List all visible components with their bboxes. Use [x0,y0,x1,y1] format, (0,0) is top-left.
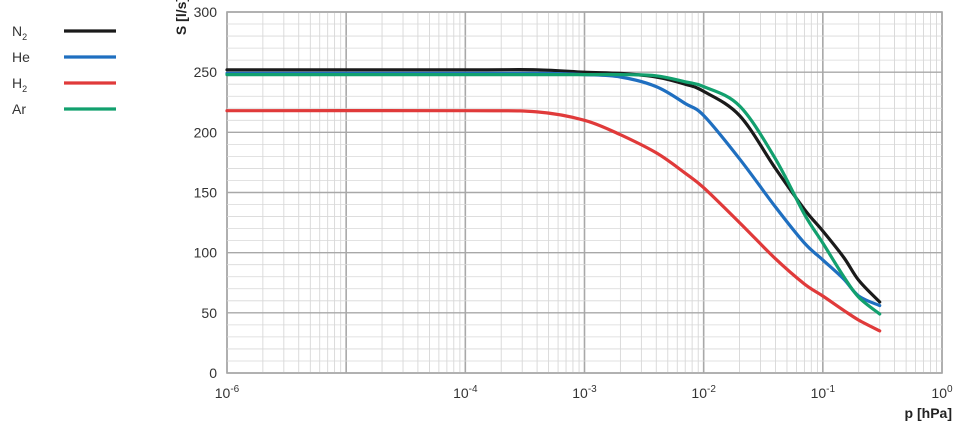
series-line-n2 [225,68,882,304]
y-tick-label: 50 [201,305,217,321]
y-tick-label: 0 [209,365,217,381]
legend: N2 He H2 Ar [12,23,116,117]
y-axis-label: S [l/s] [173,0,189,35]
series-line-ar [225,72,882,316]
tick-labels: 0 50 100 150 200 250 300 10-6 10-4 10-3 10-2 10-1 10… [194,4,953,401]
y-tick-label: 250 [194,64,218,80]
x-tick-label: 10-4 [453,384,478,401]
legend-label-ar: Ar [12,101,26,117]
x-tick-label: 10-3 [572,384,597,401]
x-tick-label: 10-1 [811,384,836,401]
series-lines [225,68,882,333]
x-tick-label: 10-6 [215,384,240,401]
y-tick-label: 150 [194,185,218,201]
x-tick-label: 10-2 [691,384,716,401]
legend-label-h2: H2 [12,75,27,94]
y-tick-label: 200 [194,124,218,140]
legend-label-n2: N2 [12,23,27,42]
legend-label-he: He [12,49,30,65]
y-tick-label: 300 [194,4,218,20]
y-tick-label: 100 [194,245,218,261]
grid [226,11,943,374]
x-axis-label: p [hPa] [905,405,952,421]
series-line-h2 [225,109,882,333]
x-tick-label: 100 [931,384,953,401]
